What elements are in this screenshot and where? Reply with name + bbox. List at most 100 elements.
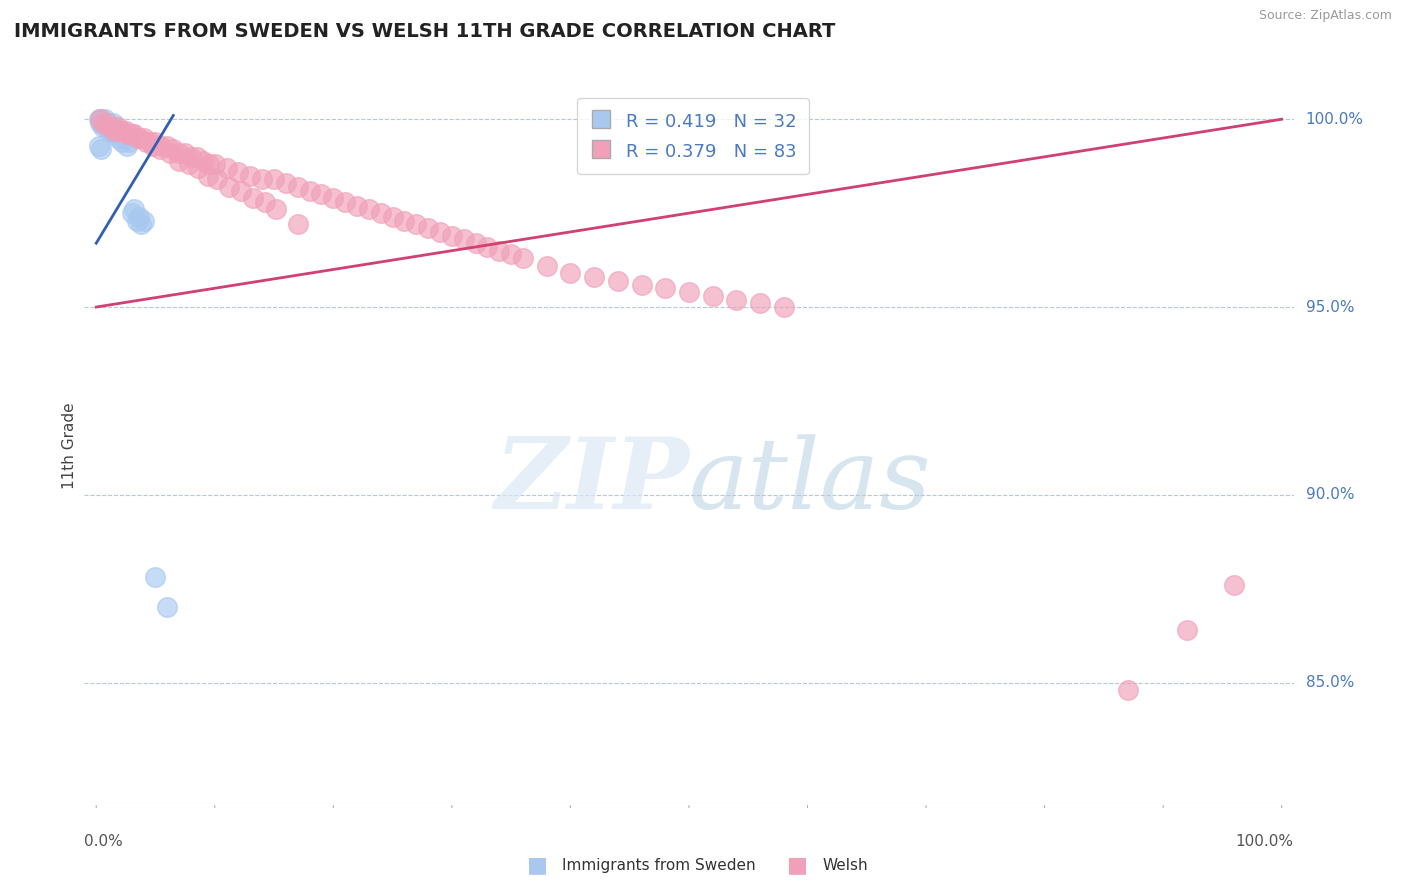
Point: [197, 169, 219, 183]
Point: [512, 251, 534, 265]
Point: [180, 150, 202, 164]
Point: [464, 236, 486, 251]
Point: [87, 112, 110, 127]
Point: [749, 296, 772, 310]
Point: [702, 289, 724, 303]
Point: [263, 172, 285, 186]
Point: [145, 570, 167, 584]
Point: [111, 135, 134, 149]
Point: [93, 112, 115, 127]
Text: 0.0%: 0.0%: [84, 834, 124, 849]
Point: [138, 135, 160, 149]
Point: [198, 157, 221, 171]
Point: [583, 270, 606, 285]
Point: [156, 138, 179, 153]
Point: [91, 120, 114, 134]
Y-axis label: 11th Grade: 11th Grade: [62, 402, 77, 490]
Point: [94, 116, 117, 130]
Point: [215, 161, 238, 175]
Point: [90, 142, 112, 156]
Point: [97, 116, 120, 130]
Point: [298, 184, 321, 198]
Text: 100.0%: 100.0%: [1236, 834, 1294, 849]
Point: [118, 128, 141, 142]
Text: Source: ZipAtlas.com: Source: ZipAtlas.com: [1258, 9, 1392, 22]
Point: [191, 153, 214, 168]
Point: [167, 153, 190, 168]
Point: [346, 199, 368, 213]
Point: [405, 218, 427, 232]
Point: [186, 150, 208, 164]
Point: [89, 112, 111, 127]
Point: [103, 123, 125, 137]
Point: [274, 176, 297, 190]
Point: [96, 116, 118, 130]
Point: [357, 202, 380, 217]
Text: 85.0%: 85.0%: [1306, 675, 1354, 690]
Text: atlas: atlas: [689, 434, 932, 529]
Text: 95.0%: 95.0%: [1306, 300, 1354, 315]
Legend: R = 0.419   N = 32, R = 0.379   N = 83: R = 0.419 N = 32, R = 0.379 N = 83: [576, 98, 808, 174]
Point: [98, 123, 121, 137]
Point: [118, 135, 141, 149]
Point: [250, 172, 273, 186]
Point: [488, 244, 510, 258]
Point: [440, 228, 463, 243]
Point: [772, 300, 794, 314]
Point: [477, 240, 499, 254]
Point: [187, 161, 209, 175]
Point: [125, 213, 148, 227]
Text: IMMIGRANTS FROM SWEDEN VS WELSH 11TH GRADE CORRELATION CHART: IMMIGRANTS FROM SWEDEN VS WELSH 11TH GRA…: [14, 22, 835, 41]
Point: [128, 210, 150, 224]
Point: [253, 194, 276, 209]
Point: [100, 123, 122, 137]
Point: [725, 293, 748, 307]
Point: [1116, 683, 1139, 698]
Point: [128, 131, 150, 145]
Point: [239, 169, 262, 183]
Point: [287, 179, 309, 194]
Point: [229, 184, 252, 198]
Point: [121, 128, 143, 142]
Point: [453, 232, 475, 246]
Point: [242, 191, 264, 205]
Point: [322, 191, 344, 205]
Point: [107, 131, 129, 145]
Point: [115, 123, 138, 137]
Point: [536, 259, 558, 273]
Point: [121, 206, 143, 220]
Point: [91, 116, 114, 130]
Point: [162, 142, 184, 156]
Point: [89, 116, 111, 130]
Point: [159, 146, 181, 161]
Point: [100, 120, 122, 134]
Point: [606, 274, 628, 288]
Point: [90, 112, 112, 127]
Point: [96, 120, 118, 134]
Point: [630, 277, 652, 292]
Point: [418, 221, 440, 235]
Point: [678, 285, 700, 299]
Point: [105, 123, 128, 137]
Point: [149, 142, 172, 156]
Point: [228, 165, 250, 179]
Point: [135, 135, 157, 149]
Text: ■: ■: [527, 855, 548, 875]
Point: [129, 218, 152, 232]
Point: [167, 146, 190, 161]
Point: [114, 131, 136, 145]
Point: [132, 213, 155, 227]
Point: [127, 131, 149, 145]
Point: [142, 138, 165, 153]
Point: [560, 266, 582, 280]
Point: [145, 135, 167, 149]
Text: ZIP: ZIP: [494, 434, 689, 530]
Point: [1223, 578, 1246, 592]
Point: [501, 247, 523, 261]
Point: [156, 600, 179, 615]
Point: [311, 187, 333, 202]
Point: [91, 116, 114, 130]
Point: [87, 138, 110, 153]
Point: [287, 218, 309, 232]
Point: [108, 128, 131, 142]
